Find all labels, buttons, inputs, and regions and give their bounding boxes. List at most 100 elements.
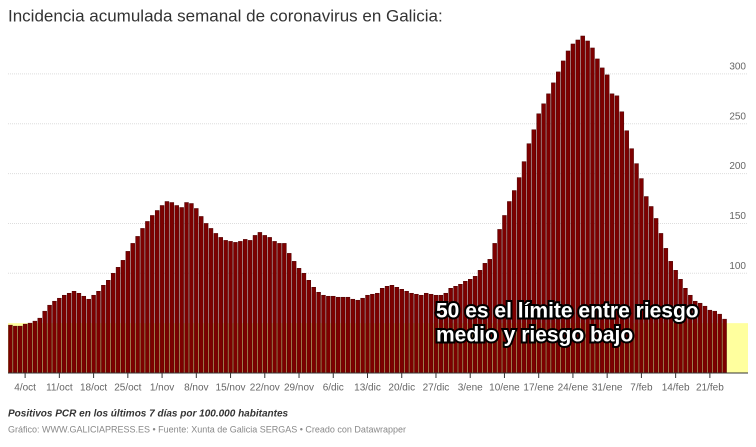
- bar: [228, 241, 233, 374]
- bar: [678, 279, 683, 374]
- bar: [184, 202, 189, 374]
- y-tick-label: 100: [729, 261, 746, 272]
- bar: [125, 251, 131, 374]
- x-tick-label: 11/oct: [46, 383, 73, 394]
- bar: [110, 273, 116, 374]
- bar: [208, 228, 214, 374]
- bar: [365, 294, 370, 374]
- bar: [345, 296, 351, 374]
- bar: [233, 242, 238, 374]
- bar: [22, 323, 28, 374]
- bar: [350, 298, 356, 374]
- bar: [8, 324, 13, 374]
- x-tick-label: 3/ene: [458, 383, 483, 394]
- bar: [712, 310, 717, 374]
- bar: [203, 223, 209, 374]
- bar: [169, 202, 175, 374]
- bar: [653, 218, 659, 374]
- bar: [140, 228, 145, 374]
- bar: [164, 201, 170, 374]
- x-tick-label: 21/feb: [696, 383, 724, 394]
- x-tick-label: 20/dic: [388, 383, 415, 394]
- bar: [311, 287, 316, 374]
- bar: [71, 290, 77, 374]
- bar: [81, 295, 87, 374]
- bar: [174, 205, 179, 374]
- bar: [252, 235, 258, 374]
- subtitle: Positivos PCR en los últimos 7 días por …: [8, 409, 289, 420]
- bar: [404, 290, 409, 374]
- bar: [238, 241, 243, 374]
- bar: [306, 280, 312, 374]
- bar: [340, 296, 346, 374]
- bar: [301, 273, 307, 374]
- x-tick-label: 24/ene: [558, 383, 589, 394]
- x-tick-label: 8/nov: [184, 383, 208, 394]
- bar: [145, 221, 150, 374]
- bar: [639, 178, 644, 374]
- bar: [262, 235, 267, 374]
- bar: [66, 292, 72, 374]
- bar: [42, 310, 47, 374]
- bar: [316, 291, 321, 374]
- x-tick-label: 29/nov: [284, 383, 314, 394]
- bar: [296, 268, 302, 374]
- bar: [27, 322, 33, 374]
- x-tick-label: 4/oct: [14, 383, 36, 394]
- bar: [370, 293, 375, 374]
- bar: [428, 293, 434, 374]
- y-tick-label: 250: [729, 111, 746, 122]
- bar: [32, 320, 38, 374]
- y-tick-label: 200: [729, 161, 746, 172]
- bar: [223, 240, 228, 374]
- x-tick-label: 22/nov: [250, 383, 280, 394]
- bar: [189, 203, 194, 374]
- bar: [101, 285, 106, 374]
- bar: [379, 288, 385, 374]
- bar: [194, 208, 199, 374]
- x-tick-label: 1/nov: [150, 383, 174, 394]
- bar: [106, 280, 111, 374]
- bar: [634, 163, 639, 374]
- bar: [213, 233, 219, 374]
- bar: [115, 267, 121, 374]
- x-tick-label: 13/dic: [354, 383, 381, 394]
- x-tick-label: 6/dic: [323, 383, 344, 394]
- bar: [384, 286, 390, 374]
- bar: [218, 237, 223, 374]
- bar: [198, 216, 204, 374]
- bar: [291, 261, 297, 374]
- bar: [722, 318, 727, 374]
- bar: [375, 292, 380, 374]
- bar: [159, 205, 165, 374]
- bar: [91, 294, 96, 374]
- bar: [360, 297, 365, 374]
- bar: [96, 290, 101, 374]
- bar: [717, 313, 722, 374]
- bar: [502, 215, 507, 374]
- bar: [154, 210, 160, 374]
- bar: [37, 317, 42, 374]
- bar: [257, 232, 263, 374]
- bar: [419, 294, 424, 374]
- bar: [414, 293, 419, 374]
- bar: [282, 243, 287, 374]
- bar: [707, 309, 713, 374]
- bar: [86, 298, 91, 374]
- bar: [644, 196, 649, 374]
- x-tick-label: 10/ene: [489, 383, 520, 394]
- bar: [150, 215, 155, 374]
- bar: [697, 302, 703, 374]
- x-tick-label: 15/nov: [216, 383, 246, 394]
- bar: [179, 207, 184, 374]
- bar: [423, 292, 429, 374]
- x-tick-label: 27/dic: [423, 383, 450, 394]
- x-tick-label: 18/oct: [80, 383, 107, 394]
- annotation: 50 es el límite entre riesgo: [436, 300, 699, 323]
- bar: [399, 288, 404, 374]
- bar: [648, 206, 654, 374]
- x-tick-label: 7/feb: [630, 383, 653, 394]
- bar: [130, 243, 135, 374]
- bar: [702, 305, 708, 374]
